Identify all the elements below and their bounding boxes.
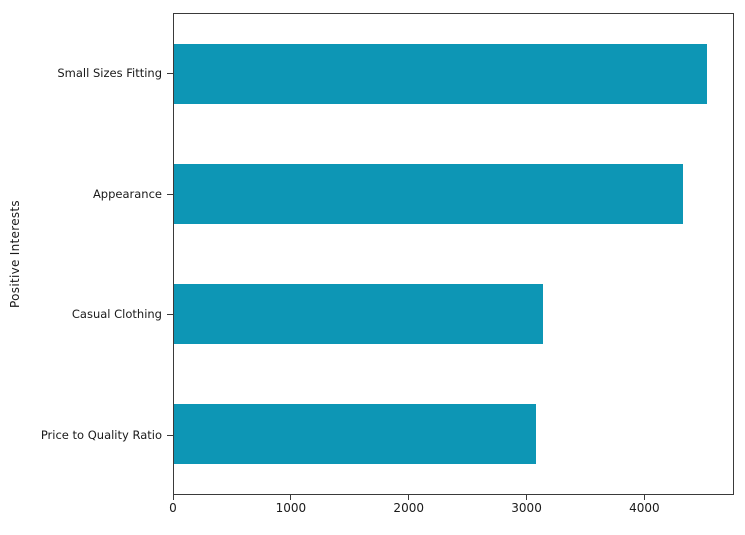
x-tick-mark [643,495,645,500]
y-tick-mark [167,314,173,316]
bar-row [174,134,733,254]
y-tick-label-casual-clothing: Casual Clothing [71,307,162,322]
x-tick-mark [172,495,174,500]
y-tick-mark [167,193,173,195]
x-tick-mark [526,495,528,500]
x-tick-label: 2000 [393,501,424,515]
bar-price-to-quality-ratio [174,404,536,464]
x-axis-ticks: 0 1000 2000 3000 4000 [169,495,734,525]
x-tick-label: 1000 [275,501,307,515]
x-tick-label: 4000 [629,501,660,515]
x-tick-mark [408,495,410,500]
bar-row [174,254,733,374]
x-tick-label: 3000 [511,501,542,515]
y-axis-label: Positive Interests [8,200,22,308]
bar-row [174,14,733,134]
y-tick-mark [167,434,173,436]
x-tick-label: 0 [169,501,177,515]
y-tick-label-appearance: Appearance [92,186,162,201]
y-tick-label-price-to-quality-ratio: Price to Quality Ratio [40,427,162,442]
y-tick-mark [167,73,173,75]
bar-small-sizes-fitting [174,44,708,104]
bar-appearance [174,164,683,224]
bar-row [174,374,733,494]
y-tick-label-small-sizes-fitting: Small Sizes Fitting [57,66,162,81]
plot-area [173,13,734,495]
bar-casual-clothing [174,284,543,344]
x-tick-mark [290,495,292,500]
